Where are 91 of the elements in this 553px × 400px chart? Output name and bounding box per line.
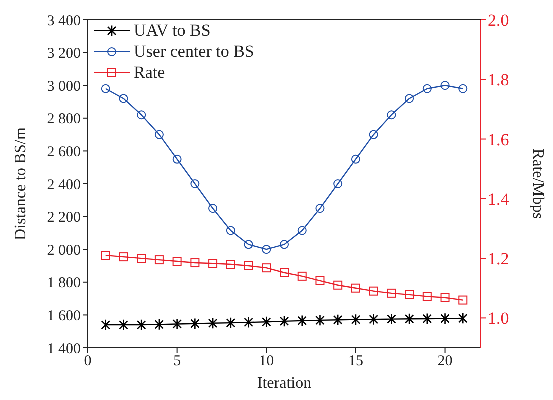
point — [405, 290, 414, 300]
point — [244, 316, 254, 328]
point — [208, 259, 218, 268]
point — [387, 288, 396, 298]
point — [280, 316, 290, 328]
point — [458, 296, 468, 305]
point — [440, 312, 450, 325]
point — [262, 316, 272, 328]
y2-tick-label: 2.0 — [488, 11, 510, 30]
y-tick-label: 2 600 — [47, 144, 81, 161]
y2-tick-label: 1.2 — [488, 250, 510, 269]
point — [101, 84, 110, 94]
x-tick-label: 20 — [438, 354, 453, 370]
y-tick-label: 2 200 — [47, 210, 81, 226]
y-tick-label: 1 800 — [47, 276, 81, 292]
x-tick-label: 5 — [174, 354, 182, 370]
point — [316, 276, 325, 286]
point — [244, 240, 254, 250]
point — [226, 260, 236, 270]
point — [422, 313, 432, 325]
point — [387, 313, 396, 326]
point — [405, 94, 414, 104]
y-tick-label: 2 800 — [47, 112, 81, 128]
point — [190, 318, 200, 330]
y-axis-title: Distance to BS/m — [12, 127, 30, 240]
point — [208, 204, 218, 214]
y-tick-label: 1 600 — [47, 308, 81, 325]
point — [458, 312, 468, 324]
y-tick-label: 3 000 — [47, 78, 81, 95]
point — [369, 314, 378, 326]
legend-label: UAV to BS — [134, 20, 211, 41]
y-tick-label: 3 400 — [47, 13, 81, 30]
point — [351, 314, 361, 326]
point — [190, 258, 200, 268]
point — [119, 94, 128, 104]
point — [316, 314, 325, 326]
y-tick-label: 2 000 — [47, 242, 81, 259]
point — [208, 318, 218, 330]
point — [136, 319, 146, 331]
x-tick-label: 10 — [259, 354, 274, 370]
point — [422, 292, 432, 302]
y-tick-label: 3 200 — [47, 46, 81, 62]
point — [154, 318, 164, 331]
point — [351, 284, 360, 293]
x-axis-title: Iteration — [257, 375, 312, 392]
y2-axis-title: Rate/Mbps — [529, 148, 546, 220]
legend-label: User center to BS — [134, 41, 254, 62]
point — [404, 313, 414, 325]
y-tick-label: 1 400 — [47, 341, 81, 358]
point — [119, 252, 128, 262]
y2-tick-label: 1.4 — [488, 190, 510, 209]
point — [226, 317, 236, 329]
point — [280, 240, 289, 250]
point — [262, 264, 272, 273]
y2-tick-label: 1.8 — [488, 70, 510, 90]
point — [298, 226, 307, 236]
point — [154, 130, 164, 140]
point — [387, 110, 396, 120]
point — [172, 257, 182, 266]
point — [137, 254, 146, 264]
point — [298, 315, 308, 327]
x-tick-label: 15 — [348, 354, 364, 370]
point — [316, 204, 325, 214]
point — [458, 84, 468, 94]
point — [172, 318, 182, 330]
point — [137, 110, 146, 120]
point — [333, 314, 343, 326]
point — [101, 251, 110, 260]
point — [154, 256, 164, 265]
y2-tick-label: 1.6 — [488, 130, 510, 150]
y-tick-label: 2 400 — [47, 177, 81, 194]
point — [226, 226, 236, 236]
point — [280, 268, 289, 278]
point — [334, 280, 343, 290]
point — [440, 81, 450, 90]
y2-tick-label: 1.0 — [488, 309, 510, 328]
point — [369, 130, 378, 140]
point — [119, 319, 128, 331]
point — [422, 84, 432, 94]
point — [244, 262, 254, 270]
point — [190, 180, 200, 188]
point — [440, 293, 450, 302]
point — [351, 154, 360, 164]
point — [262, 245, 272, 254]
point — [298, 272, 307, 281]
point — [101, 319, 111, 331]
x-tick-label: 0 — [84, 354, 92, 370]
legend-label: Rate — [134, 62, 166, 83]
point — [334, 180, 343, 188]
point — [369, 286, 378, 296]
point — [172, 154, 182, 164]
